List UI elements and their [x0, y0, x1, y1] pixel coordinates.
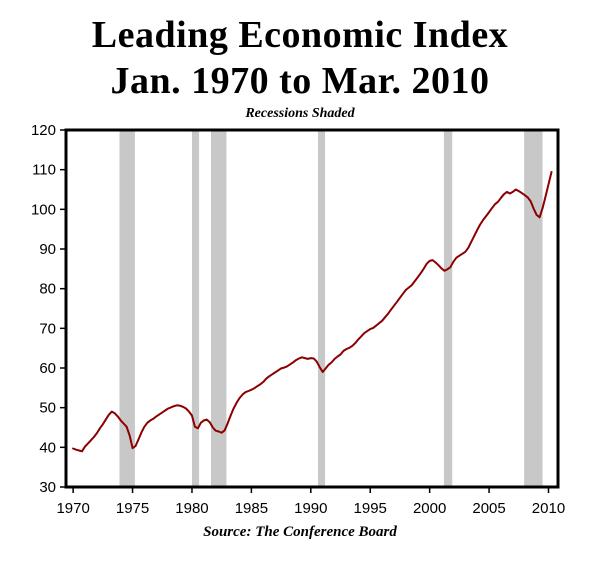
- x-tick-label: 2005: [472, 500, 505, 517]
- recession-band: [524, 129, 543, 487]
- x-tick-label: 1985: [235, 500, 268, 517]
- chart-source: Source: The Conference Board: [203, 523, 397, 540]
- chart-title-line2: Jan. 1970 to Mar. 2010: [110, 60, 490, 103]
- y-tick-label: 70: [39, 320, 56, 337]
- recession-band: [317, 129, 326, 487]
- x-tick-label: 2010: [532, 500, 565, 517]
- recession-band: [191, 129, 200, 487]
- y-tick-label: 100: [31, 201, 56, 218]
- x-tick-label: 1975: [116, 500, 149, 517]
- recession-band: [119, 129, 135, 487]
- x-tick-label: 1990: [294, 500, 327, 517]
- y-tick-label: 60: [39, 360, 56, 377]
- y-tick-label: 90: [39, 241, 56, 258]
- x-tick-label: 1970: [56, 500, 89, 517]
- plot-border: [64, 128, 560, 489]
- chart-title: Leading Economic Index Jan. 1970 to Mar.…: [0, 12, 600, 105]
- y-tick-label: 40: [39, 439, 56, 456]
- recession-band: [210, 129, 227, 487]
- y-tick-label: 120: [31, 124, 56, 139]
- chart-title-line1: Leading Economic Index: [91, 14, 509, 56]
- lei-series-line: [72, 170, 553, 453]
- recession-band: [443, 129, 453, 487]
- chart-subtitle: Recessions Shaded: [245, 105, 355, 121]
- x-axis: 1970 1975 1980 1985 1990 1995 2000 2005 2010: [56, 486, 565, 517]
- y-tick-label: 80: [39, 280, 56, 297]
- y-tick-label: 110: [32, 161, 56, 178]
- chart-area: 30 40 50 60 70 80 90 100 110 120 1970 1975 1980 1985 1…: [0, 124, 600, 524]
- y-axis: 30 40 50 60 70 80 90 100 110 120: [31, 124, 66, 496]
- recession-bands: [119, 129, 543, 487]
- x-tick-label: 1995: [354, 500, 387, 517]
- y-tick-label: 50: [39, 399, 56, 416]
- y-tick-label: 30: [39, 479, 56, 496]
- x-tick-label: 2000: [413, 500, 446, 517]
- x-tick-label: 1980: [175, 500, 208, 517]
